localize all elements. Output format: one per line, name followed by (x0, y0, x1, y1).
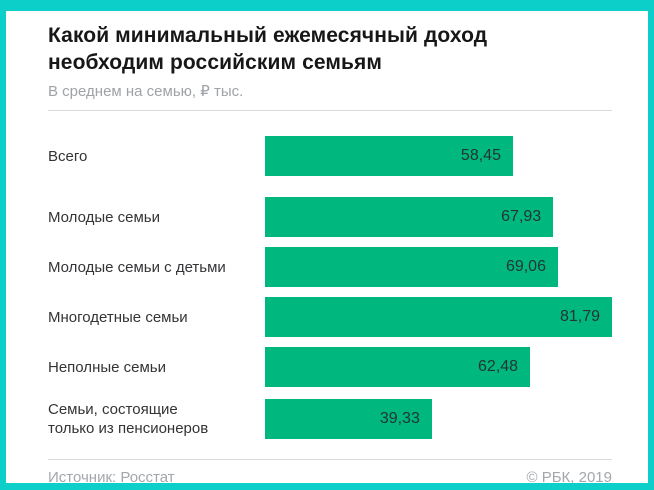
category-label: Молодые семьи (48, 208, 161, 226)
bar-track: 58,45 (265, 136, 612, 176)
bar: 69,06 (265, 247, 558, 287)
bar: 39,33 (265, 399, 432, 439)
chart-row: Молодые семьи 67,93 (48, 197, 612, 237)
bar-track: 69,06 (265, 247, 612, 287)
source-label: Источник: Росстат (48, 469, 175, 486)
bar-value-label: 62,48 (478, 358, 519, 375)
bar-value-label: 81,79 (559, 308, 600, 325)
bar-rows: Всего 58,45 Молодые семьи 67,93 Молодые семь… (48, 136, 612, 439)
chart-subtitle: В среднем на семью, ₽ тыс. (48, 83, 244, 100)
bar: 58,45 (265, 136, 513, 176)
chart-row: Всего 58,45 (48, 136, 612, 176)
bar-track: 62,48 (265, 347, 612, 387)
chart-title: Какой минимальный ежемесячный доход необ… (48, 22, 612, 76)
copyright-label: © РБК, 2019 (526, 469, 612, 486)
category-label: Молодые семьи с детьми (48, 258, 226, 276)
bar-track: 39,33 (265, 399, 612, 439)
bar-track: 67,93 (265, 197, 612, 237)
bar: 67,93 (265, 197, 554, 237)
bar-value-label: 69,06 (505, 258, 546, 275)
chart-row: Неполные семьи 62,48 (48, 347, 612, 387)
chart-row: Молодые семьи с детьми 69,06 (48, 247, 612, 287)
bar-value-label: 67,93 (501, 208, 542, 225)
category-label: Многодетные семьи (48, 308, 188, 326)
header-divider (48, 110, 612, 111)
chart-title-line-2: необходим российским семьям (48, 51, 382, 74)
chart-row: Семьи, состоящие только из пенсионеров 39… (48, 399, 612, 439)
bar-track: 81,79 (265, 297, 612, 337)
chart-row: Многодетные семьи 81,79 (48, 297, 612, 337)
bar: 62,48 (265, 347, 531, 387)
footer-divider (48, 459, 612, 460)
category-label: Неполные семьи (48, 358, 166, 376)
bar: 81,79 (265, 297, 612, 337)
footer: Источник: Росстат © РБК, 2019 (48, 469, 612, 486)
category-label: Всего (48, 147, 88, 165)
bar-value-label: 58,45 (460, 147, 501, 164)
chart-title-line-1: Какой минимальный ежемесячный доход (48, 24, 488, 47)
bar-value-label: 39,33 (379, 410, 420, 427)
category-label: Семьи, состоящие только из пенсионеров (48, 401, 209, 437)
